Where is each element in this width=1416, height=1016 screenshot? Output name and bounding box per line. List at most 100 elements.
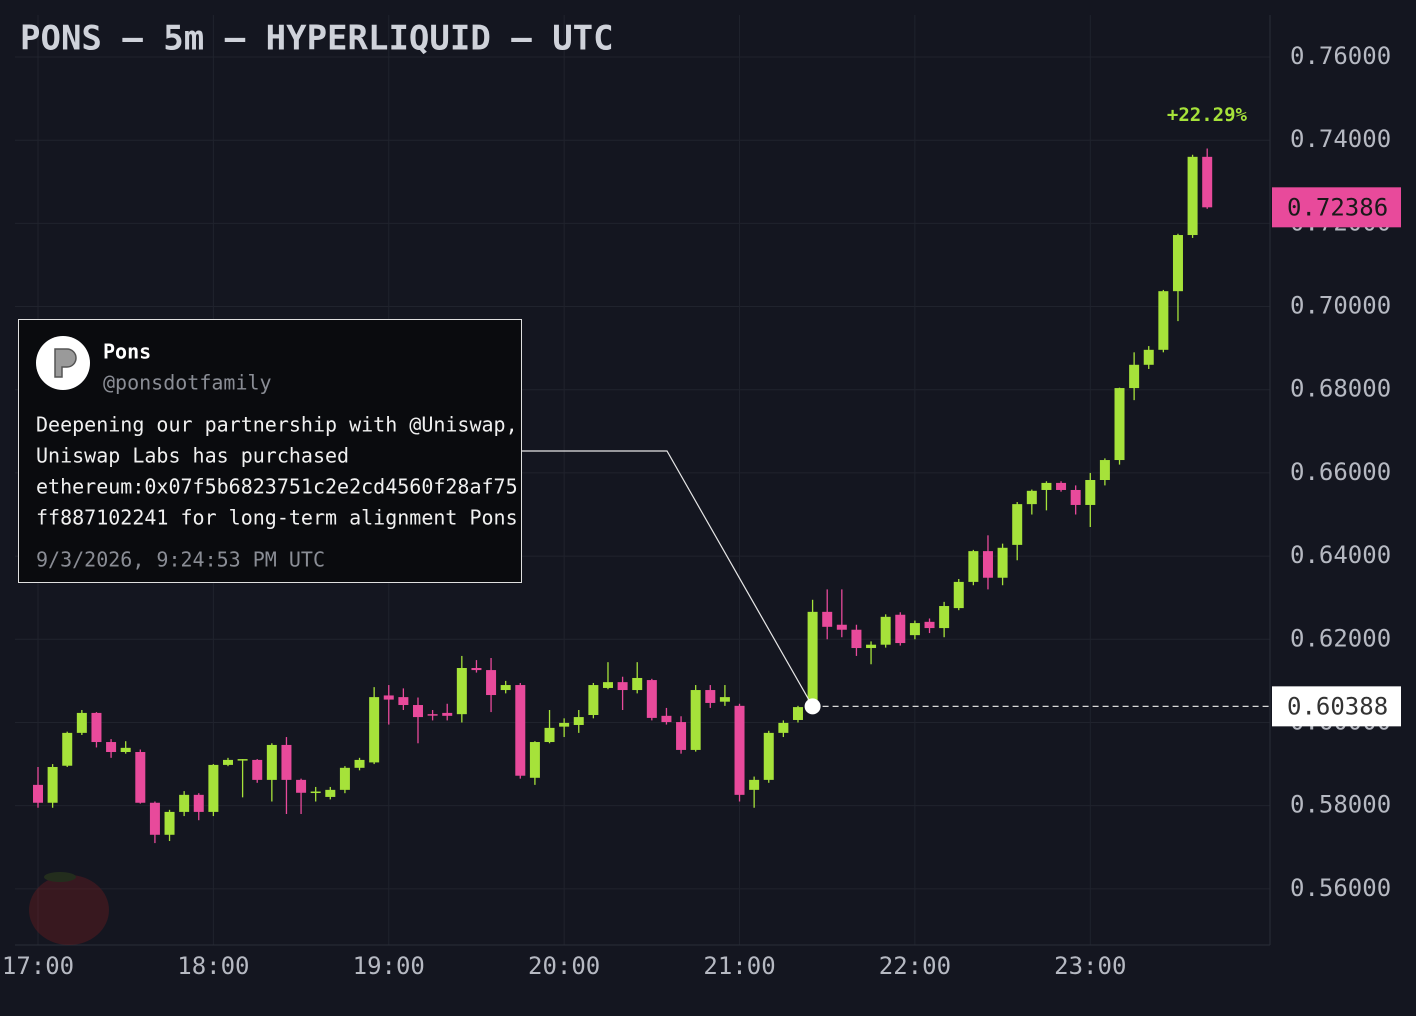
candle-body [559,722,570,727]
candle-body [208,764,219,812]
candle-body [266,744,277,780]
candle-body [529,742,540,778]
candle-body [369,697,380,763]
candle-body [486,670,497,696]
candle-body [412,705,423,718]
y-tick-label: 0.62000 [1290,624,1391,652]
x-tick-label: 22:00 [879,952,951,980]
candle-body [1202,156,1213,208]
candle-body [968,551,979,582]
candle-body [62,732,73,766]
y-tick-label: 0.66000 [1290,458,1391,486]
candle-body [33,784,43,803]
candle-body [719,697,730,702]
event-price-label: 0.60388 [1287,692,1388,720]
candle-body [749,779,760,790]
candle-body [822,611,833,627]
candle-body [1041,482,1052,490]
candle-body [982,551,993,578]
candle-body [1129,364,1140,389]
candle-body [1158,291,1169,350]
post-timestamp: 9/3/2026, 9:24:53 PM UTC [36,548,325,572]
candle-body [398,697,409,706]
post-text: ethereum:0x07f5b6823751c2e2cd4560f28af75 [36,475,518,499]
y-tick-label: 0.64000 [1290,541,1391,569]
candle-body [836,624,847,630]
candle-body [193,794,204,812]
candle-body [281,744,292,780]
candle-body [515,685,526,776]
candle-body [1172,235,1183,292]
candle-body [325,789,336,797]
candle-body [1056,482,1067,490]
candle-body [339,767,350,790]
y-tick-label: 0.58000 [1290,791,1391,819]
last-price-label: 0.72386 [1287,193,1388,221]
candle-body [778,722,789,733]
candle-body [252,759,263,780]
last-price-box [1272,187,1401,228]
price-overlay: +22.29% 0.60388 0.72386 [804,104,1401,727]
x-tick-label: 18:00 [177,952,249,980]
candle-body [500,685,511,691]
candle-body [427,714,438,716]
x-tick-label: 21:00 [703,952,775,980]
candle-body [1085,480,1096,505]
author-name: Pons [103,340,151,364]
candle-body [924,621,935,629]
candle-body [632,677,643,691]
annotation-card: Pons @ponsdotfamily Deepening our partne… [18,319,814,707]
candle-body [76,712,87,733]
candle-body [939,606,950,629]
candle-body [953,581,964,609]
candle-body [734,705,745,795]
candle-body [296,779,307,793]
candle-body [135,752,146,803]
candle-body [895,614,906,644]
candles [33,148,1213,844]
candle-body [310,791,321,794]
candle-body [602,682,613,688]
candle-body [646,680,657,718]
author-handle: @ponsdotfamily [103,371,272,395]
candle-body [354,759,365,768]
candle-body [471,667,482,671]
annotation-connector [522,450,814,707]
candle-body [222,759,233,765]
candle-body [442,712,453,716]
post-text: Uniswap Labs has purchased [36,444,349,468]
post-text: Deepening our partnership with @Uniswap, [36,413,518,437]
event-price-box [1272,686,1401,727]
candle-body [909,623,920,636]
candle-body [120,747,131,753]
candle-body [617,682,628,691]
x-tick-label: 23:00 [1054,952,1126,980]
candle-body [179,794,190,812]
event-marker [804,698,821,715]
candle-body [149,802,160,835]
candle-body [705,690,716,703]
candle-body [456,667,467,715]
y-tick-label: 0.74000 [1290,125,1391,153]
candle-body [1070,489,1081,505]
y-tick-label: 0.76000 [1290,42,1391,70]
avatar-logo [54,348,77,378]
chart-title: PONS — 5m — HYPERLIQUID — UTC [20,19,614,59]
y-tick-label: 0.70000 [1290,292,1391,320]
candle-body [1012,504,1023,545]
card-box [18,319,522,583]
candle-body [237,759,248,761]
post-text: ff887102241 for long-term alignment Pons [36,506,518,530]
x-tick-label: 17:00 [2,952,74,980]
candle-body [544,727,555,743]
candle-body [164,811,175,835]
candle-body [851,629,862,649]
candle-body [1026,490,1037,505]
candle-body [807,611,818,708]
candle-body [676,722,687,750]
candle-body [866,644,877,649]
change-label: +22.29% [1167,104,1248,126]
candle-body [47,766,58,803]
candle-body [588,685,599,715]
watermark-logo [29,872,109,945]
